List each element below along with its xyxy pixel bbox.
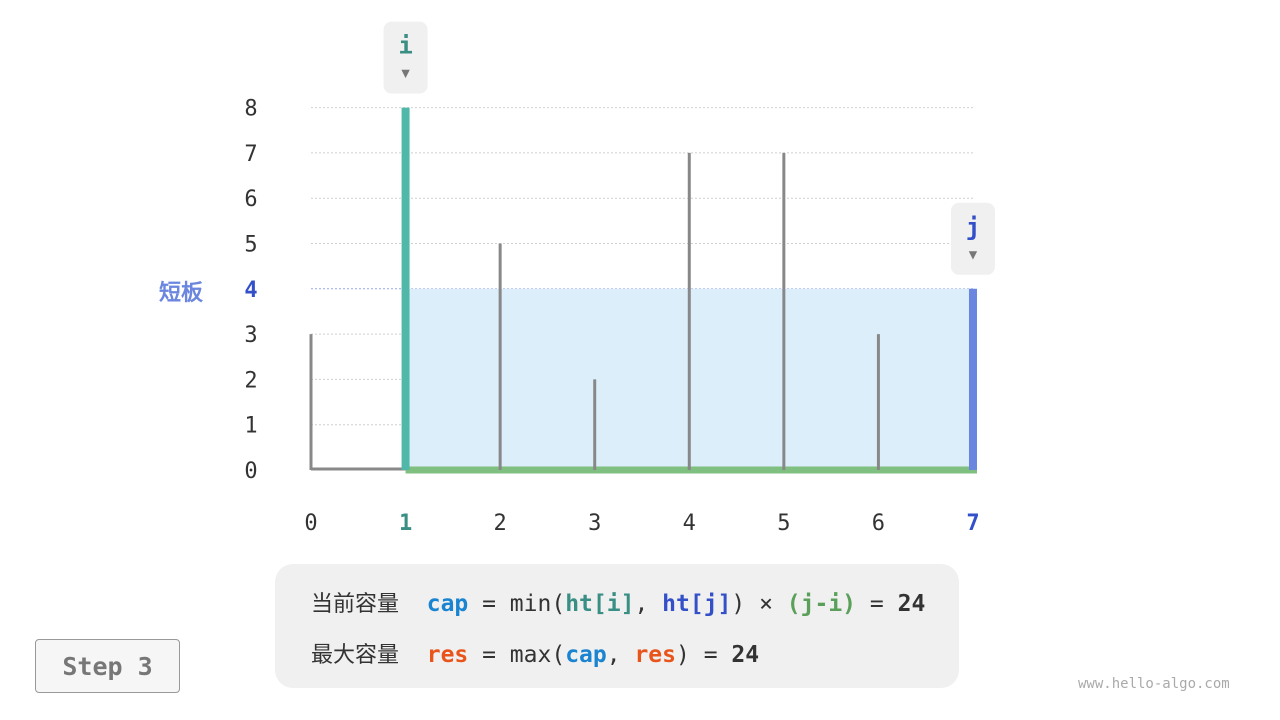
formula-line-cap: 当前容量 cap = min(ht[i], ht[j]) × (j-i) = 2… [311,586,925,618]
ht-i: ht[i] [565,591,635,617]
x-tick-label: 5 [777,511,790,536]
step-button[interactable]: Step 3 [35,639,180,693]
x-tick-label: 3 [588,511,601,536]
y-tick-label: 7 [244,142,257,167]
x-tick-label: 4 [683,511,696,536]
y-tick-label: 8 [244,97,257,122]
y-tick-label: 0 [244,459,257,484]
res-var: res [426,642,469,668]
times: ) × [731,591,787,617]
eq: = min( [468,591,566,617]
pointer-i [383,21,428,94]
comma: , [634,591,663,617]
y-tick-label: 6 [244,187,257,212]
eq2: = [856,591,898,617]
arrow-down-icon: ▼ [401,66,410,82]
res-result: 24 [731,642,760,668]
eq: = max( [468,642,566,668]
x-tick-label: 6 [872,511,885,536]
cap-label: 当前容量 [311,592,400,617]
x-tick-label: 2 [494,511,507,536]
y-tick-label: 5 [244,233,257,258]
ht-j: ht[j] [662,591,732,617]
formula-box: 当前容量 cap = min(ht[i], ht[j]) × (j-i) = 2… [275,564,959,688]
width-term: (j-i) [786,591,857,617]
pointer-j [950,202,995,275]
pointer-label: j [966,213,980,241]
comma: , [606,642,635,668]
watermark: www.hello-algo.com [1078,676,1230,692]
cap-result: 24 [897,591,926,617]
x-tick-label: 7 [966,511,979,536]
cap-var: cap [426,591,469,617]
res-arg: res [634,642,676,668]
formula-line-res: 最大容量 res = max(cap, res) = 24 [311,637,759,669]
res-label: 最大容量 [311,643,400,668]
short-board-label: 短板 [159,281,204,306]
y-tick-label: 2 [244,368,257,393]
arrow-down-icon: ▼ [969,247,978,263]
x-tick-label: 1 [399,511,412,536]
y-tick-label: 1 [244,414,257,439]
y-tick-label: 4 [244,278,257,303]
close: ) = [676,642,732,668]
y-tick-label: 3 [244,323,257,348]
cap-arg: cap [565,642,607,668]
x-tick-label: 0 [304,511,317,536]
pointer-label: i [398,32,412,60]
